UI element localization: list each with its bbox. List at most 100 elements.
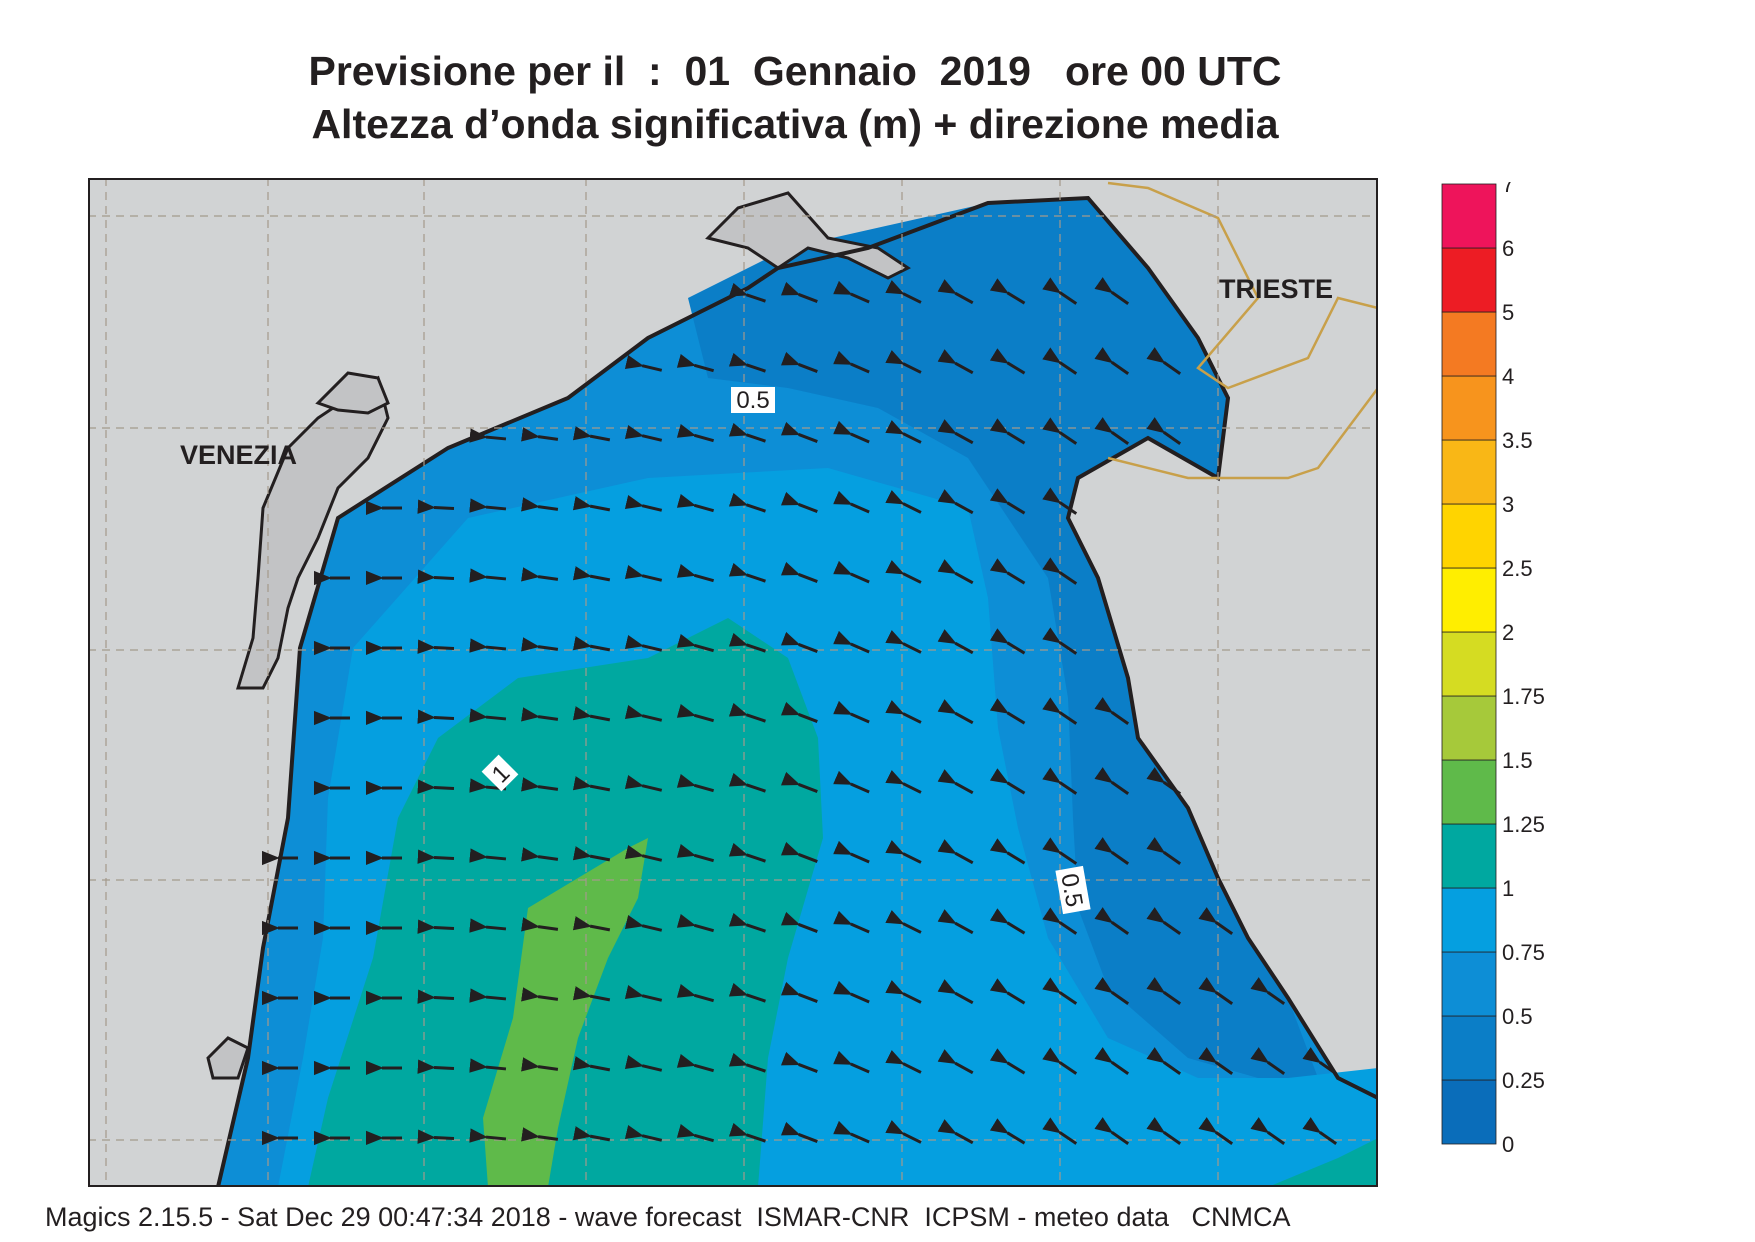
direction-arrow [885,489,922,514]
direction-arrow [1094,1117,1130,1145]
title-date: Previsione per il : 01 Gennaio 2019 ore … [308,48,1282,94]
direction-arrow [1302,1047,1338,1075]
direction-arrow [521,777,559,792]
direction-arrow [1042,697,1078,725]
direction-arrow [728,702,766,723]
wave-map: 0.5 1 0.5 VENEZIA TRIESTE [88,178,1378,1187]
legend-tick-label: 4 [1502,364,1514,389]
direction-arrow [572,776,611,792]
legend-tick-label: 0 [1502,1132,1514,1157]
direction-arrow [1146,907,1182,935]
direction-arrow [1094,347,1130,375]
direction-arrow [469,918,507,933]
direction-arrow [728,422,766,443]
direction-arrow [521,1057,559,1072]
direction-arrow [833,1050,870,1074]
direction-arrow [937,279,974,305]
direction-arrow [521,567,559,582]
direction-arrow [728,772,766,793]
direction-arrow [624,1055,663,1072]
direction-arrow [937,489,974,515]
legend-swatch [1441,183,1497,249]
legend-tick-label: 2.5 [1502,556,1533,581]
direction-arrow [728,632,766,653]
legend-swatch [1441,823,1497,889]
legend-tick-label: 2 [1502,620,1514,645]
direction-arrow [833,700,870,724]
legend-swatch [1441,759,1497,825]
direction-arrow [989,348,1026,375]
direction-arrow [728,1052,766,1073]
direction-arrow [624,565,663,582]
direction-arrow [624,495,663,512]
direction-arrow [780,281,818,303]
national-border [1107,181,1378,480]
legend-tick-label: 7 [1502,182,1514,197]
direction-arrow [521,427,559,442]
direction-arrow [1094,977,1130,1005]
direction-arrow [833,490,870,514]
direction-arrow [780,421,818,443]
direction-arrow [624,775,663,792]
legend-swatch [1441,951,1497,1017]
direction-arrow [1198,977,1234,1005]
legend-swatch [1441,887,1497,953]
direction-arrow [572,426,611,442]
legend-tick-label: 0.5 [1502,1004,1533,1029]
contour-label-0.5-north: 0.5 [731,387,775,414]
direction-arrow [676,913,715,933]
direction-arrow [728,562,766,583]
direction-arrow [728,282,766,303]
direction-arrow [833,280,870,304]
direction-arrow [1042,837,1078,865]
direction-arrow [937,839,974,865]
direction-arrow [937,769,974,795]
direction-arrow [885,349,922,374]
direction-arrow [728,842,766,863]
direction-arrow [885,909,922,934]
direction-arrow [624,985,663,1002]
direction-arrow [417,919,455,934]
direction-arrow [937,629,974,655]
direction-arrow [833,560,870,584]
direction-arrow [676,703,715,723]
direction-arrow [417,709,455,724]
direction-arrow [1094,907,1130,935]
direction-arrow [417,1059,455,1074]
city-venezia: VENEZIA [180,440,297,470]
direction-arrow [572,566,611,582]
direction-arrows [261,277,1338,1146]
legend-swatch [1441,247,1497,313]
direction-arrow [1042,1047,1078,1075]
direction-arrow [833,1120,870,1144]
direction-arrow [417,499,455,514]
direction-arrow [417,1129,455,1144]
legend-swatch [1441,631,1497,697]
direction-arrow [1146,1047,1182,1075]
direction-arrow [989,558,1026,585]
direction-arrow [624,635,663,652]
direction-arrow [1198,907,1234,935]
direction-arrow [885,699,922,724]
direction-arrow [833,350,870,374]
direction-arrow [885,279,922,304]
direction-arrow [521,497,559,512]
direction-arrow [469,568,507,583]
legend-tick-label: 5 [1502,300,1514,325]
direction-arrow [989,1048,1026,1075]
direction-arrow [1042,767,1078,795]
direction-arrow [780,491,818,513]
direction-arrow [1094,767,1130,795]
direction-arrow [885,1119,922,1144]
direction-arrow [572,706,611,722]
direction-arrow [572,496,611,512]
direction-arrow [1042,347,1078,375]
direction-arrow [624,845,663,862]
direction-arrow [624,425,663,442]
direction-arrow [1094,697,1130,725]
direction-arrow [989,278,1026,305]
legend-tick-label: 0.75 [1502,940,1545,965]
direction-arrow [469,708,507,723]
legend-tick-label: 3.5 [1502,428,1533,453]
direction-arrow [833,770,870,794]
